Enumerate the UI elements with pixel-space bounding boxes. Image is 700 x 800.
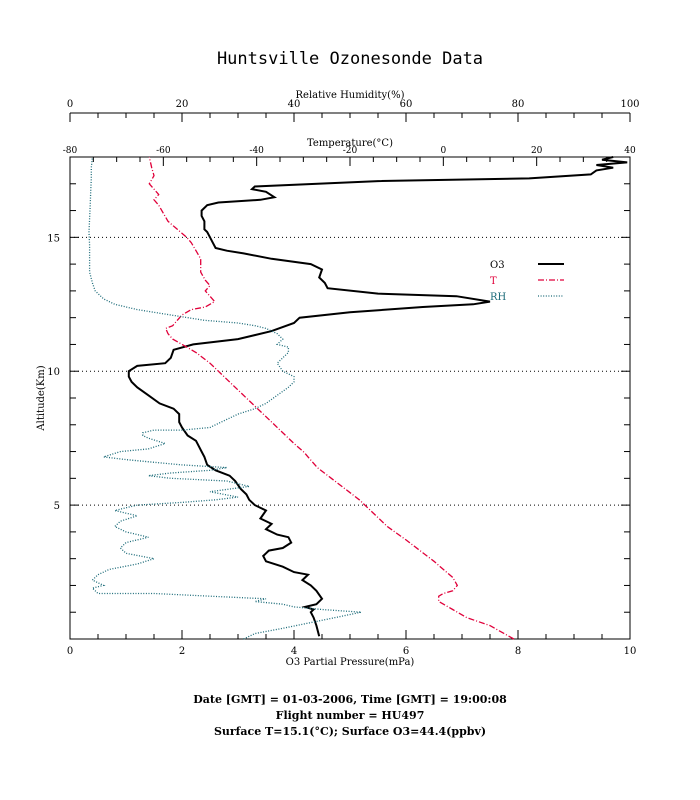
rh-tick-label: 100 bbox=[620, 99, 639, 110]
temperature-tick-label: 0 bbox=[440, 146, 446, 156]
altitude-tick-label: 5 bbox=[54, 501, 60, 512]
rh-tick-label: 0 bbox=[67, 99, 73, 110]
footer-surface-values: Surface T=15.1(°C); Surface O3=44.4(ppbv… bbox=[213, 725, 487, 738]
ozone-tick-label: 8 bbox=[515, 646, 521, 657]
footer-date-time: Date [GMT] = 01-03-2006, Time [GMT] = 19… bbox=[193, 693, 507, 706]
series-line-t bbox=[148, 156, 515, 640]
plot-border bbox=[69, 156, 631, 640]
ozone-axis-label: O3 Partial Pressure(mPa) bbox=[286, 657, 415, 668]
ozone-tick-label: 10 bbox=[624, 646, 637, 657]
legend: O3 T RH bbox=[490, 260, 564, 303]
temperature-tick-label: 20 bbox=[531, 146, 543, 156]
axis-ticks bbox=[69, 113, 631, 639]
temperature-axis-label: Temperature(°C) bbox=[307, 138, 393, 149]
altitude-tick-label: 15 bbox=[47, 233, 60, 244]
dotted-grid bbox=[70, 236, 630, 506]
ozone-tick-label: 6 bbox=[403, 646, 409, 657]
series-layer bbox=[88, 156, 628, 640]
temperature-tick-label: 40 bbox=[624, 146, 636, 156]
rh-tick-label: 60 bbox=[400, 99, 413, 110]
temperature-tick-label: -20 bbox=[343, 146, 358, 156]
tick-labels: 5 10 15 0 2 4 6 8 10 -80 -60 -40 -20 0 20 40 0 20 40 60 80 10… bbox=[47, 99, 639, 657]
temperature-tick-label: -40 bbox=[249, 146, 264, 156]
ozone-tick-label: 4 bbox=[291, 646, 297, 657]
rh-tick-label: 40 bbox=[288, 99, 301, 110]
temperature-tick-label: -60 bbox=[156, 146, 171, 156]
altitude-axis-label: Altitude(Km) bbox=[36, 365, 47, 431]
legend-label-rh: RH bbox=[490, 292, 507, 303]
chart-title: Huntsville Ozonesonde Data bbox=[217, 49, 483, 69]
series-line-rh bbox=[88, 156, 362, 640]
legend-label-o3: O3 bbox=[490, 260, 505, 271]
legend-label-t: T bbox=[490, 276, 497, 287]
ozone-tick-label: 2 bbox=[179, 646, 185, 657]
rh-tick-label: 80 bbox=[512, 99, 525, 110]
plot-frame bbox=[69, 156, 631, 640]
temperature-tick-label: -80 bbox=[63, 146, 78, 156]
altitude-tick-label: 10 bbox=[47, 367, 60, 378]
rh-axis-label: Relative Humidity(%) bbox=[296, 90, 405, 101]
footer-flight-number: Flight number = HU497 bbox=[275, 709, 425, 722]
series-line-o3 bbox=[127, 156, 628, 637]
rh-tick-label: 20 bbox=[176, 99, 189, 110]
ozone-tick-label: 0 bbox=[67, 646, 73, 657]
